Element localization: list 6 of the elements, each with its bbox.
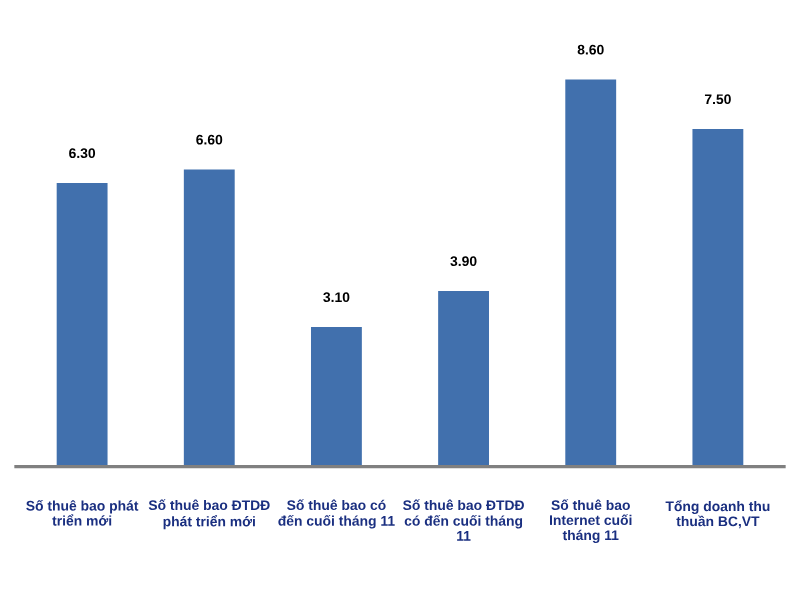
bar (692, 129, 744, 467)
bar (56, 183, 108, 467)
bar (438, 291, 490, 467)
bar (565, 79, 617, 467)
bar (183, 169, 235, 467)
bar (310, 327, 362, 467)
